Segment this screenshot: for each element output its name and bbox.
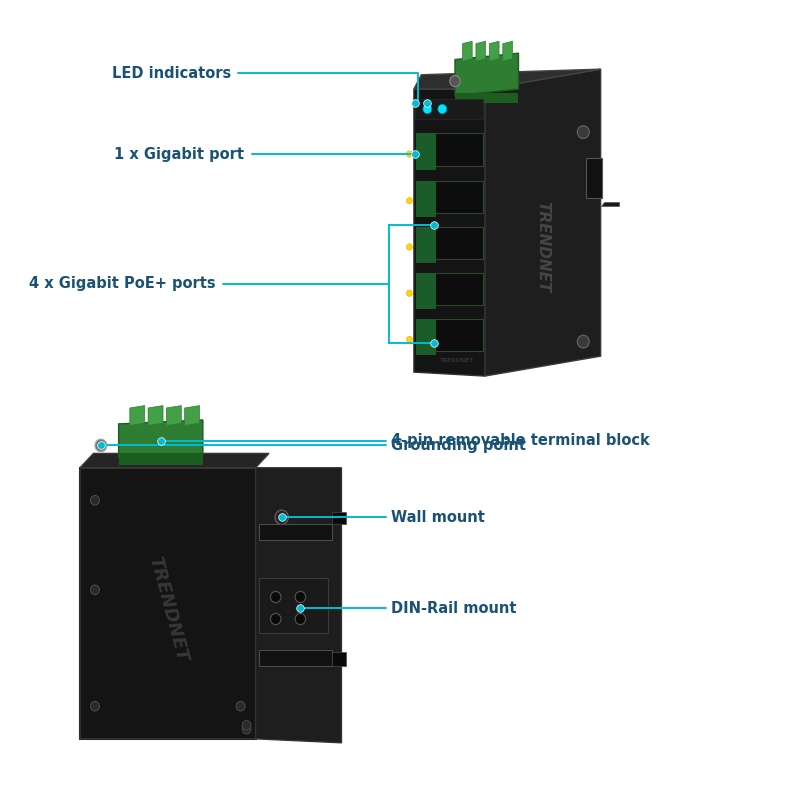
Bar bbox=[416, 181, 436, 217]
Bar bbox=[416, 319, 436, 355]
Polygon shape bbox=[476, 42, 486, 61]
Polygon shape bbox=[414, 69, 601, 89]
Text: 4-pin removable terminal block: 4-pin removable terminal block bbox=[391, 433, 650, 448]
Circle shape bbox=[270, 591, 281, 602]
Polygon shape bbox=[462, 42, 472, 61]
Bar bbox=[416, 274, 482, 305]
Circle shape bbox=[275, 510, 289, 525]
Polygon shape bbox=[80, 468, 255, 739]
Bar bbox=[415, 99, 483, 118]
Polygon shape bbox=[414, 89, 485, 376]
Circle shape bbox=[95, 439, 107, 452]
Bar bbox=[586, 158, 602, 198]
Circle shape bbox=[578, 126, 590, 138]
Text: LED indicators: LED indicators bbox=[112, 66, 231, 81]
Polygon shape bbox=[490, 42, 499, 61]
Circle shape bbox=[242, 725, 251, 734]
Circle shape bbox=[90, 585, 99, 594]
Polygon shape bbox=[503, 42, 513, 61]
Circle shape bbox=[406, 150, 413, 157]
Bar bbox=[118, 454, 203, 466]
Circle shape bbox=[423, 104, 432, 114]
Bar bbox=[416, 134, 482, 166]
Bar bbox=[416, 319, 482, 351]
Circle shape bbox=[406, 290, 413, 296]
Bar bbox=[416, 227, 482, 259]
Bar bbox=[455, 93, 518, 103]
Polygon shape bbox=[80, 454, 269, 468]
Text: TRENDNET: TRENDNET bbox=[440, 358, 474, 362]
Circle shape bbox=[236, 702, 245, 711]
Polygon shape bbox=[332, 513, 346, 525]
Circle shape bbox=[295, 614, 306, 625]
Bar bbox=[416, 181, 482, 213]
Circle shape bbox=[406, 244, 413, 250]
Circle shape bbox=[295, 591, 306, 602]
Bar bbox=[416, 227, 436, 263]
Circle shape bbox=[90, 702, 99, 711]
Text: 1 x Gigabit port: 1 x Gigabit port bbox=[114, 147, 244, 162]
Polygon shape bbox=[148, 406, 163, 426]
Polygon shape bbox=[332, 652, 346, 666]
Text: TRENDNET: TRENDNET bbox=[535, 202, 550, 293]
Bar bbox=[259, 578, 328, 633]
Text: TRENDNET: TRENDNET bbox=[145, 554, 190, 663]
Circle shape bbox=[242, 721, 251, 730]
Polygon shape bbox=[166, 406, 182, 426]
Circle shape bbox=[438, 104, 446, 114]
Text: Grounding point: Grounding point bbox=[391, 438, 526, 453]
Circle shape bbox=[406, 198, 413, 204]
Polygon shape bbox=[255, 468, 342, 743]
Polygon shape bbox=[455, 54, 518, 95]
Circle shape bbox=[450, 75, 460, 86]
Polygon shape bbox=[130, 406, 145, 426]
Polygon shape bbox=[259, 650, 332, 666]
Polygon shape bbox=[485, 69, 601, 376]
Text: Wall mount: Wall mount bbox=[391, 510, 486, 525]
Circle shape bbox=[406, 336, 413, 342]
Bar bbox=[416, 134, 436, 170]
Circle shape bbox=[270, 614, 281, 625]
Polygon shape bbox=[185, 406, 199, 426]
Text: DIN-Rail mount: DIN-Rail mount bbox=[391, 601, 517, 615]
Circle shape bbox=[90, 495, 99, 505]
Polygon shape bbox=[601, 202, 619, 206]
Text: 4 x Gigabit PoE+ ports: 4 x Gigabit PoE+ ports bbox=[30, 276, 216, 291]
Bar bbox=[416, 274, 436, 309]
Polygon shape bbox=[118, 420, 203, 458]
Circle shape bbox=[578, 335, 590, 348]
Polygon shape bbox=[259, 525, 332, 540]
